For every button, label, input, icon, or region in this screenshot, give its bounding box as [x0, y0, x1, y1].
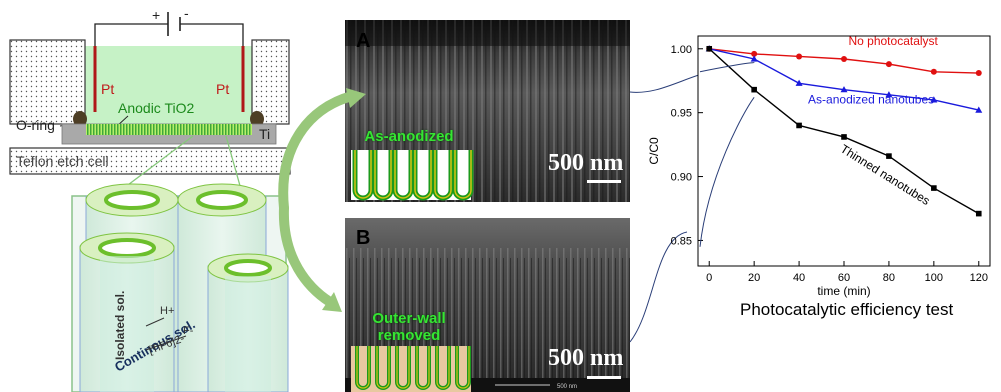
outer-wall-label-line2: removed: [377, 327, 441, 344]
data-point: [750, 55, 758, 62]
data-point: [930, 68, 937, 75]
panel-b-letter: B: [356, 227, 371, 249]
teflon-cell: [9, 147, 291, 175]
anodization-cell-schematic: + - Pt Pt Anodic TiO2 O-ring Ti Teflon e…: [9, 5, 291, 392]
plot-frame: [697, 35, 991, 267]
x-tick-label: 120: [970, 272, 988, 284]
data-point: [841, 134, 847, 140]
data-point: [885, 91, 893, 98]
arrow-to-thinned: [699, 97, 755, 247]
as-anodized-label: As-anodized: [364, 128, 454, 145]
y-tick-label: 1.00: [671, 44, 692, 56]
chart-axes: 0 20 40 60 80 100 120 0.85 0.90 0.95 1.00 time (min…: [647, 35, 991, 298]
data-point: [751, 50, 758, 57]
anodic-tio2-layer: [86, 124, 252, 135]
green-curved-arrow: [278, 88, 366, 312]
f-minus-label: F-: [183, 325, 194, 337]
y-tick-label: 0.95: [671, 108, 692, 120]
data-point: [840, 86, 848, 93]
ti-label: Ti: [259, 126, 270, 142]
data-point: [975, 70, 982, 77]
data-point: [885, 61, 892, 68]
data-point: [796, 122, 802, 129]
data-point: [795, 79, 803, 86]
x-tick-label: 0: [706, 272, 712, 284]
panel-a-letter: A: [356, 30, 371, 52]
data-point: [796, 53, 803, 60]
series-label: No photocatalyst: [848, 34, 938, 48]
y-tick-label: 0.85: [671, 235, 692, 247]
data-point: [886, 153, 892, 159]
series-label: As-anodized nanotubes: [808, 93, 934, 107]
y-axis-label: C/C0: [647, 137, 661, 165]
ion-arrow: [145, 335, 187, 351]
pt-label-left: Pt: [101, 81, 114, 97]
data-point: [706, 45, 713, 52]
o-ring-right: [250, 111, 264, 127]
electrolyte: [85, 46, 252, 126]
pt-label-right: Pt: [216, 81, 229, 97]
sem-image-a: [345, 20, 630, 202]
outer-wall-removed-tube-schematic: [351, 346, 471, 392]
sem-image-b: 500 nm: [345, 218, 630, 392]
battery-plus: +: [152, 7, 160, 23]
h-plus-arrow: [145, 317, 165, 327]
nanotube-array: [79, 183, 289, 392]
teflon-label: Teflon etch cell: [16, 153, 109, 169]
chart-caption: Photocatalytic efficiency test: [740, 300, 954, 319]
battery-minus: -: [184, 5, 189, 21]
cell-wall-left: [9, 39, 86, 125]
h-plus-label: H+: [160, 305, 174, 317]
x-tick-label: 100: [925, 272, 943, 284]
o-ring-label: O-ring: [16, 117, 55, 133]
x-tick-label: 20: [748, 272, 760, 284]
scale-bar-a: [587, 180, 621, 183]
data-point: [975, 106, 983, 113]
photocatalytic-chart: 0 20 40 60 80 100 120 0.85 0.90 0.95 1.00 time (min…: [647, 34, 991, 298]
outer-wall-label-line1: Outer-wall: [372, 310, 446, 327]
data-point: [931, 185, 937, 191]
cell-wall-right: [251, 39, 290, 125]
o-ring-left: [73, 111, 87, 127]
x-tick-label: 60: [838, 272, 850, 284]
x-tick-label: 80: [883, 272, 895, 284]
chart-arrows: [699, 62, 755, 247]
scale-label-a: 500 nm: [548, 150, 624, 176]
x-tick-label: 40: [793, 272, 805, 284]
data-point: [751, 86, 757, 93]
x-axis-label: time (min): [817, 284, 870, 298]
arrow-to-as-anodized: [699, 62, 755, 73]
isolated-sol-label: Isolated sol.: [113, 291, 127, 360]
anodic-tio2-label: Anodic TiO2: [118, 100, 194, 116]
data-point: [841, 56, 847, 62]
data-point: [975, 210, 982, 217]
as-anodized-tube-schematic: [351, 150, 474, 201]
small-scale-label: 500 nm: [557, 384, 577, 390]
data-point: [930, 96, 938, 103]
scale-label-b: 500 nm: [548, 345, 624, 371]
scale-bar-b: [587, 376, 621, 379]
y-tick-label: 0.90: [671, 172, 692, 184]
circuit-wire: [94, 23, 244, 46]
chart-series: [705, 45, 983, 217]
